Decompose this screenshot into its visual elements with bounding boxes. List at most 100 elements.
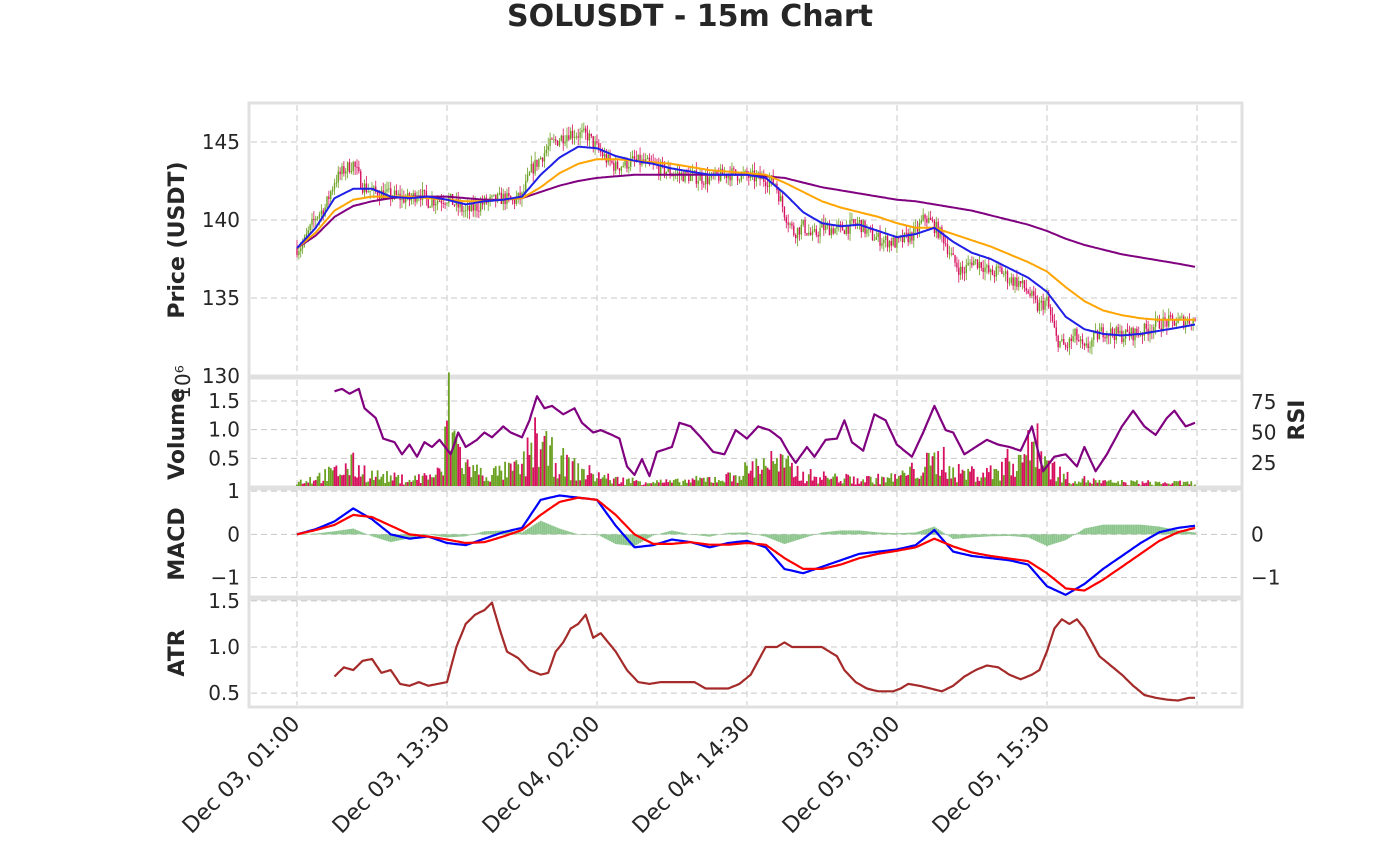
volume-bar xyxy=(769,470,771,486)
volume-bar xyxy=(1059,467,1061,486)
candle-body xyxy=(583,129,584,131)
macd-hist-bar xyxy=(761,534,763,535)
candle-body xyxy=(789,224,790,225)
candle-body xyxy=(368,191,369,192)
macd-hist-bar xyxy=(799,534,801,539)
macd-hist-bar xyxy=(1095,526,1097,534)
volume-bar xyxy=(774,464,776,486)
volume-bar xyxy=(669,480,671,486)
candle-body xyxy=(825,225,826,230)
volume-bar xyxy=(1020,455,1022,486)
macd-hist-bar xyxy=(746,532,748,534)
volume-bar xyxy=(448,372,450,486)
volume-bar xyxy=(720,481,722,486)
macd-hist-bar xyxy=(566,531,568,534)
volume-bar xyxy=(964,471,966,486)
candle-body xyxy=(1063,339,1064,345)
candle-body xyxy=(847,226,848,233)
candle-body xyxy=(1072,336,1073,341)
volume-bar xyxy=(725,474,727,486)
macd-hist-bar xyxy=(849,530,851,534)
macd-hist-bar xyxy=(1147,525,1149,534)
macd-hist-bar xyxy=(1048,534,1050,545)
volume-bar xyxy=(514,462,516,486)
volume-bar xyxy=(988,472,990,486)
macd-hist-bar xyxy=(330,532,332,535)
macd-hist-bar xyxy=(547,524,549,534)
volume-bar xyxy=(1074,481,1076,486)
volume-bar xyxy=(551,437,553,486)
volume-bar xyxy=(679,482,681,486)
volume-bar xyxy=(1194,485,1196,486)
candle-body xyxy=(1014,278,1015,286)
candle-body xyxy=(621,167,622,171)
volume-bar xyxy=(384,483,386,486)
macd-hist-bar xyxy=(898,533,900,534)
candle-body xyxy=(658,165,659,174)
volume-bar xyxy=(1123,482,1125,486)
volume-bar xyxy=(1108,481,1110,486)
volume-bar xyxy=(602,477,604,486)
macd-hist-bar xyxy=(615,534,617,544)
macd-hist-bar xyxy=(671,530,673,534)
candle-body xyxy=(739,180,740,181)
volume-bar xyxy=(555,463,557,486)
candle-body xyxy=(887,236,888,247)
volume-bar xyxy=(754,478,756,486)
macd-hist-bar xyxy=(379,534,381,538)
macd-hist-bar xyxy=(1059,534,1061,542)
macd-hist-bar xyxy=(695,534,697,535)
volume-bar xyxy=(1009,461,1011,486)
macd-hist-bar xyxy=(697,534,699,535)
macd-hist-bar xyxy=(975,534,977,537)
candle-body xyxy=(313,219,314,220)
volume-bar xyxy=(780,454,782,486)
volume-bar xyxy=(1162,483,1164,486)
macd-hist-bar xyxy=(874,532,876,534)
volume-bar xyxy=(862,479,864,486)
volume-bar xyxy=(628,478,630,486)
macd-hist-bar xyxy=(585,534,587,535)
volume-bar xyxy=(1031,442,1033,486)
macd-hist-bar xyxy=(609,534,611,541)
macd-hist-bar xyxy=(377,534,379,538)
volume-bar xyxy=(1091,484,1093,486)
volume-bar xyxy=(604,475,606,486)
macd-hist-bar xyxy=(429,534,431,535)
volume-bar xyxy=(652,482,654,486)
volume-bar xyxy=(688,480,690,486)
macd-hist-bar xyxy=(999,534,1001,536)
candle-body xyxy=(793,226,794,236)
volume-bar xyxy=(1023,454,1025,486)
candle-body xyxy=(1033,291,1034,296)
candle-body xyxy=(1018,281,1019,287)
macd-hist-bar xyxy=(384,534,386,540)
macd-hist-bar xyxy=(870,532,872,535)
volume-bar xyxy=(930,466,932,486)
volume-bar xyxy=(553,477,555,486)
volume-bar xyxy=(650,483,652,486)
candle-body xyxy=(1046,297,1047,301)
candle-body xyxy=(1121,331,1122,342)
macd-hist-bar xyxy=(380,534,382,539)
candle-body xyxy=(499,193,500,194)
volume-bar xyxy=(1179,481,1181,486)
macd-hist-bar xyxy=(536,523,538,534)
volume-bar xyxy=(313,481,315,486)
macd-hist-bar xyxy=(890,533,892,534)
volume-bar xyxy=(570,480,572,486)
macd-hist-bar xyxy=(493,531,495,534)
volume-bar xyxy=(418,474,420,486)
volume-bar xyxy=(1055,481,1057,486)
volume-bar xyxy=(840,481,842,486)
volume-bar xyxy=(517,464,519,486)
macd-hist-bar xyxy=(752,534,754,535)
candle-body xyxy=(881,243,882,246)
macd-hist-bar xyxy=(739,533,741,535)
volume-bar xyxy=(900,475,902,486)
macd-hist-bar xyxy=(733,533,735,535)
macd-hist-bar xyxy=(649,534,651,537)
candle-body xyxy=(482,203,483,205)
volume-bar xyxy=(1185,482,1187,486)
macd-hist-bar xyxy=(1083,529,1085,535)
